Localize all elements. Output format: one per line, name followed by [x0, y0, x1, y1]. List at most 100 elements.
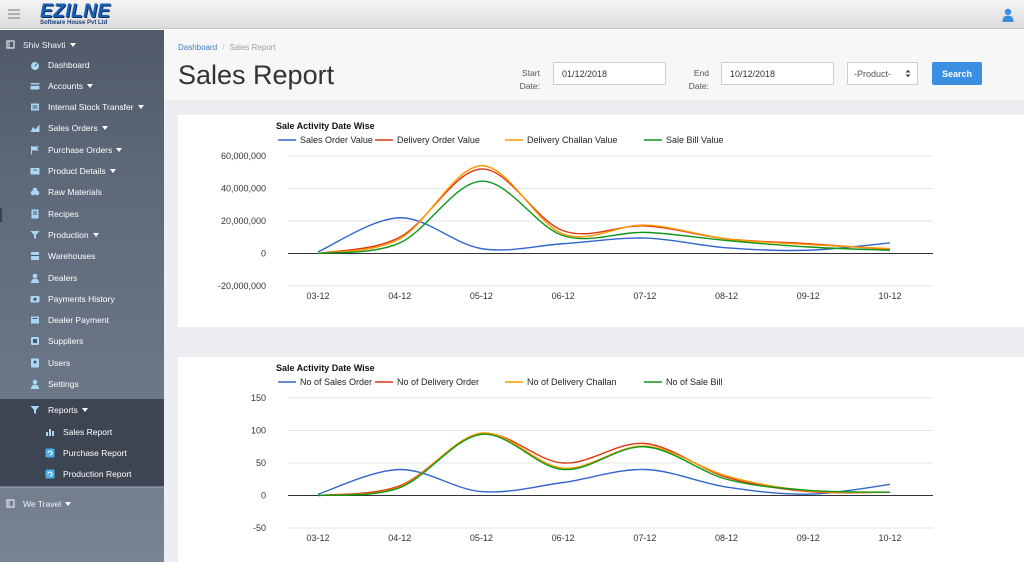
x-tick-label: 05-12: [470, 533, 493, 543]
chart-title: Sale Activity Date Wise: [276, 363, 375, 373]
sidebar-item-product-details[interactable]: Product Details: [0, 161, 164, 182]
x-tick-label: 07-12: [633, 533, 656, 543]
legend-entry[interactable]: No of Delivery Order: [375, 377, 479, 387]
sidebar-item-sales-orders[interactable]: Sales Orders: [0, 118, 164, 139]
legend-entry[interactable]: No of Delivery Challan: [505, 377, 617, 387]
sidebar-item-payments-history[interactable]: Payments History: [0, 288, 164, 309]
y-tick-label: 60,000,000: [221, 151, 266, 161]
x-tick-label: 10-12: [878, 533, 901, 543]
chevron-down-icon: [81, 407, 88, 412]
sidebar-item-label: Dashboard: [48, 59, 90, 70]
legend-entry[interactable]: Sale Bill Value: [644, 135, 723, 145]
chevron-down-icon: [116, 147, 123, 152]
payments-icon: [30, 294, 40, 304]
active-marker: [0, 208, 2, 222]
legend-label: Sale Bill Value: [666, 135, 723, 145]
end-date-label-line2: Date:: [688, 81, 709, 91]
sidebar-item-label: Settings: [48, 379, 79, 389]
sidebar-item-label: Reports: [48, 404, 78, 415]
legend-entry[interactable]: Delivery Order Value: [375, 135, 480, 145]
sidebar-item-dealer-payment[interactable]: Dealer Payment: [0, 310, 164, 331]
sidebar-item-raw-materials[interactable]: Raw Materials: [0, 182, 164, 203]
sales-orders-icon: [30, 123, 40, 133]
chevron-down-icon: [92, 232, 99, 237]
x-tick-label: 03-12: [306, 533, 329, 543]
filter-icon: [30, 405, 40, 415]
sidebar-item-label: Production: [48, 229, 89, 240]
sidebar-item-purchase-report[interactable]: Purchase Report: [0, 442, 164, 463]
search-button[interactable]: Search: [932, 62, 982, 85]
legend-entry[interactable]: Sales Order Value: [278, 135, 373, 145]
logo-subtext: Software House Pvt Ltd: [40, 20, 108, 26]
x-tick-label: 04-12: [388, 533, 411, 543]
chart-panel-counts: Sale Activity Date Wise No of Sales Order…: [178, 357, 1024, 562]
sidebar-divider: [0, 487, 164, 488]
sidebar-item-label: Raw Materials: [48, 187, 102, 198]
raw-materials-icon: [30, 187, 40, 197]
sidebar-item-settings[interactable]: Settings: [0, 374, 164, 395]
chevron-down-icon: [101, 126, 108, 131]
book-icon: [5, 40, 15, 50]
product-icon: [30, 166, 40, 176]
series-line: [317, 432, 891, 497]
legend-entry[interactable]: No of Sales Order: [278, 377, 372, 387]
transfer-icon: [30, 102, 40, 112]
x-tick-label: 04-12: [388, 291, 411, 301]
legend-entry[interactable]: Delivery Challan Value: [505, 135, 617, 145]
sidebar-item-users[interactable]: Users: [0, 352, 164, 373]
refresh-icon: [45, 469, 55, 479]
menu-toggle-icon[interactable]: [8, 9, 20, 19]
sidebar-item-suppliers[interactable]: Suppliers: [0, 331, 164, 352]
accounts-icon: [30, 81, 40, 91]
sidebar-item-production-report[interactable]: Production Report: [0, 463, 164, 484]
select-arrows-icon: [905, 69, 911, 78]
x-tick-label: 08-12: [715, 291, 738, 301]
sidebar-item-reports[interactable]: Reports: [0, 399, 164, 420]
legend-entry[interactable]: No of Sale Bill: [644, 377, 723, 387]
chart-panel-values: Sale Activity Date Wise Sales Order Value…: [178, 115, 1024, 327]
sidebar-item-label: Recipes: [48, 208, 79, 219]
sidebar-we-travel[interactable]: We Travel: [0, 493, 164, 514]
series-line: [317, 468, 891, 495]
sidebar-item-accounts[interactable]: Accounts: [0, 75, 164, 96]
start-date-label: Start Date:: [514, 67, 540, 93]
sidebar-item-label: Warehouses: [48, 251, 96, 262]
sidebar-item-recipes[interactable]: Recipes: [0, 203, 164, 224]
legend-label: Delivery Challan Value: [527, 135, 617, 145]
refresh-icon: [45, 448, 55, 458]
product-select[interactable]: -Product-: [847, 62, 918, 85]
x-tick-label: 09-12: [797, 533, 820, 543]
app-logo[interactable]: EZILNE Software House Pvt Ltd: [40, 1, 116, 27]
dealers-icon: [30, 273, 40, 283]
sidebar-item-dashboard[interactable]: Dashboard: [0, 54, 164, 75]
sidebar-item-purchase-orders[interactable]: Purchase Orders: [0, 139, 164, 160]
sidebar-item-warehouses[interactable]: Warehouses: [0, 246, 164, 267]
sidebar-item-label: Production Report: [63, 468, 132, 479]
end-date-input[interactable]: 10/12/2018: [721, 62, 834, 85]
legend-label: No of Sale Bill: [666, 377, 723, 387]
y-tick-label: 0: [261, 249, 266, 259]
sidebar-item-label: Sales Report: [63, 426, 113, 437]
sidebar-item-internal-stock-transfer[interactable]: Internal Stock Transfer: [0, 97, 164, 118]
chevron-down-icon: [137, 105, 144, 110]
start-date-input[interactable]: 01/12/2018: [553, 62, 666, 85]
chevron-down-icon: [69, 42, 76, 47]
sidebar-item-label: Product Details: [48, 166, 106, 176]
breadcrumb: Dashboard / Sales Report: [178, 43, 276, 52]
flag-icon: [30, 145, 40, 155]
y-tick-label: 100: [251, 426, 266, 436]
chart-title: Sale Activity Date Wise: [276, 121, 375, 131]
sidebar-item-sales-report[interactable]: Sales Report: [0, 421, 164, 442]
sidebar-item-dealers[interactable]: Dealers: [0, 267, 164, 288]
sidebar-item-label: Purchase Report: [63, 447, 127, 458]
page-header: Dashboard / Sales Report Sales Report Star…: [164, 30, 1024, 100]
sidebar-user-menu[interactable]: Shiv Shavti: [0, 34, 164, 55]
y-tick-label: 150: [251, 393, 266, 403]
sidebar-item-production[interactable]: Production: [0, 224, 164, 245]
sidebar-item-label: Accounts: [48, 80, 83, 91]
breadcrumb-home-link[interactable]: Dashboard: [178, 43, 218, 52]
sidebar-user-name: Shiv Shavti: [23, 39, 66, 50]
legend-label: Delivery Order Value: [397, 135, 480, 145]
logo-text: EZILNE: [40, 1, 111, 22]
user-profile-icon[interactable]: [1002, 8, 1014, 22]
